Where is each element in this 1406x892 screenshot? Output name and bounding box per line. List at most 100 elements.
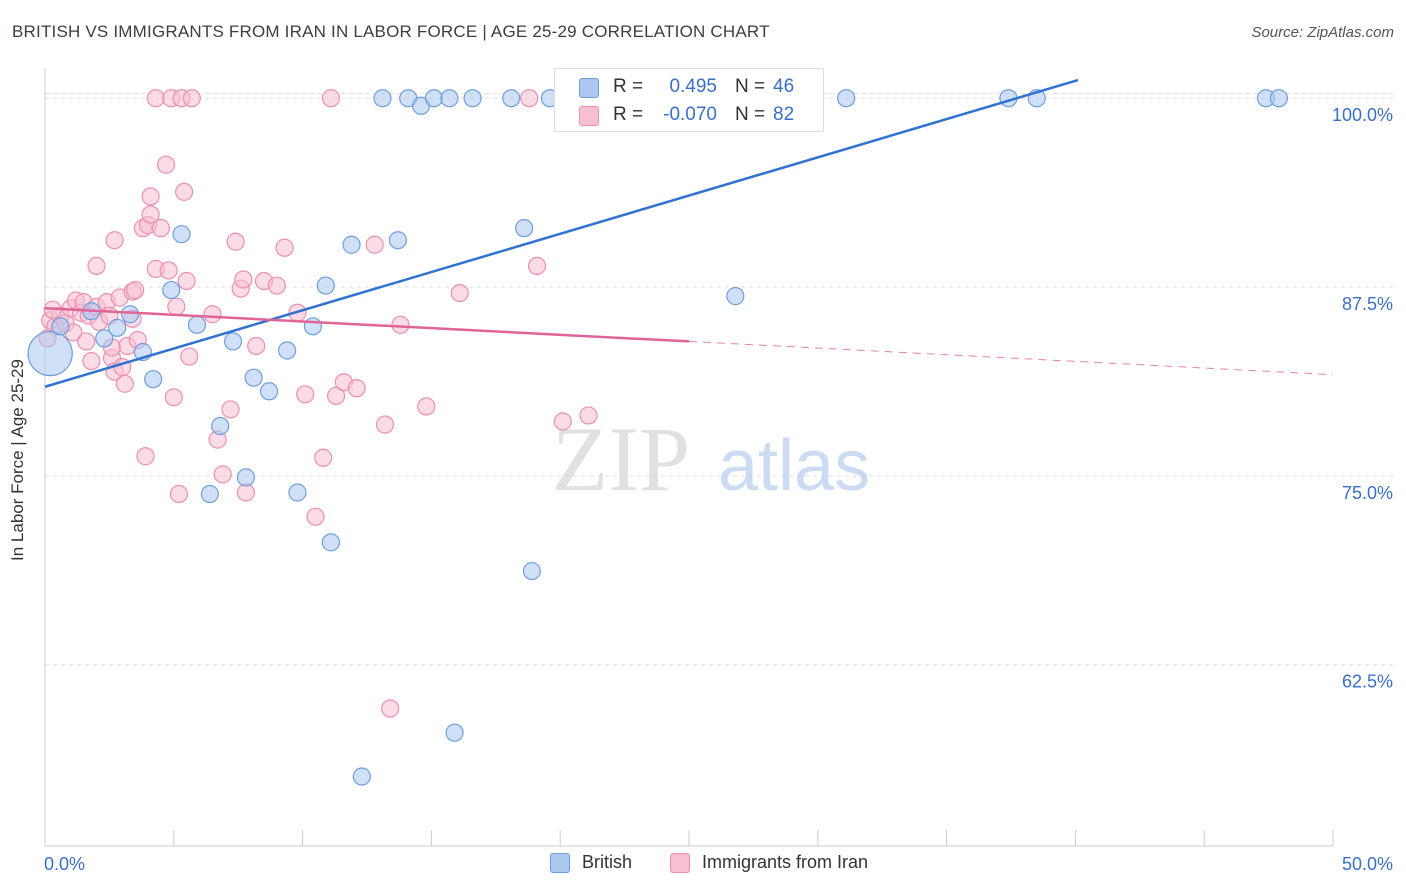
iran-point[interactable] — [87, 256, 106, 275]
iran-point[interactable] — [553, 412, 572, 431]
british-point[interactable] — [51, 317, 70, 336]
british-point[interactable] — [316, 276, 335, 295]
watermark-atlas: atlas — [718, 426, 870, 506]
iran-point[interactable] — [141, 187, 160, 206]
iran-trend-line — [44, 306, 690, 343]
british-point[interactable] — [321, 533, 341, 552]
iran-point[interactable] — [579, 406, 598, 425]
british-point[interactable] — [463, 89, 482, 108]
iran-point[interactable] — [247, 336, 266, 356]
british-point[interactable] — [515, 219, 534, 238]
british-point[interactable] — [726, 287, 745, 306]
iran-point[interactable] — [236, 483, 256, 502]
r-label: R = — [613, 104, 644, 125]
legend-item-iran[interactable]: Immigrants from Iran — [670, 852, 868, 873]
iran-point[interactable] — [177, 271, 196, 291]
iran-point[interactable] — [391, 315, 410, 334]
iran-point[interactable] — [156, 155, 176, 174]
n-value: 46 — [773, 76, 795, 97]
iran-point[interactable] — [164, 388, 183, 407]
british-point[interactable] — [120, 305, 140, 324]
british-point[interactable] — [95, 329, 114, 348]
british-trend-line — [44, 78, 1079, 388]
british-point[interactable] — [440, 89, 459, 108]
iran-point[interactable] — [146, 89, 165, 108]
iran-point[interactable] — [365, 235, 384, 254]
iran-point[interactable] — [417, 397, 436, 416]
iran-point[interactable] — [82, 351, 101, 371]
iran-point[interactable] — [136, 447, 155, 466]
x-tick-label-max: 50.0% — [1342, 854, 1393, 874]
iran-point[interactable] — [77, 332, 96, 351]
iran-point[interactable] — [159, 261, 178, 280]
iran-point[interactable] — [450, 283, 469, 303]
iran-point[interactable] — [115, 374, 134, 393]
british-point[interactable] — [244, 368, 263, 387]
iran-point[interactable] — [175, 182, 194, 201]
british-point[interactable] — [162, 280, 181, 300]
stats-legend: R = 0.495 N = 46 R = -0.070 N = 82 — [554, 68, 824, 132]
iran-point[interactable] — [275, 238, 294, 257]
iran-point[interactable] — [151, 219, 171, 238]
iran-point[interactable] — [169, 484, 189, 504]
iran-point[interactable] — [375, 415, 395, 434]
iran-point[interactable] — [381, 699, 400, 718]
legend-item-british[interactable]: British — [550, 852, 632, 873]
iran-point[interactable] — [221, 400, 240, 419]
british-point[interactable] — [278, 341, 297, 360]
n-value: 82 — [773, 104, 795, 125]
iran-point[interactable] — [141, 205, 160, 224]
iran-point[interactable] — [226, 232, 245, 251]
x-tick-label-min: 0.0% — [44, 854, 85, 874]
british-point[interactable] — [144, 370, 163, 389]
british-point[interactable] — [445, 723, 464, 742]
british-point[interactable] — [522, 561, 541, 581]
british-point[interactable] — [424, 89, 444, 108]
iran-point[interactable] — [347, 379, 366, 398]
british-point[interactable] — [502, 89, 521, 108]
y-tick-label: 75.0% — [1342, 483, 1393, 503]
british-point[interactable] — [288, 483, 307, 502]
british-point[interactable] — [837, 89, 856, 108]
iran-point[interactable] — [306, 507, 325, 526]
legend-label-iran: Immigrants from Iran — [702, 852, 869, 872]
stats-row-british: R = 0.495 N = 46 — [555, 73, 823, 101]
r-label: R = — [613, 76, 644, 97]
british-point[interactable] — [172, 225, 191, 244]
british-point[interactable] — [223, 332, 243, 351]
iran-point[interactable] — [234, 270, 253, 289]
british-point[interactable] — [211, 416, 230, 436]
british-point[interactable] — [236, 468, 256, 487]
iran-point[interactable] — [321, 89, 341, 108]
iran-point[interactable] — [105, 231, 124, 250]
stats-row-iran: R = -0.070 N = 82 — [555, 101, 823, 129]
british-point[interactable] — [388, 231, 408, 250]
iran-point[interactable] — [520, 89, 539, 108]
british-point[interactable] — [27, 330, 73, 377]
british-point[interactable] — [303, 317, 323, 336]
british-point[interactable] — [260, 382, 279, 401]
british-point[interactable] — [1269, 89, 1289, 108]
iran-point[interactable] — [182, 89, 201, 108]
iran-point[interactable] — [203, 305, 222, 324]
iran-point[interactable] — [296, 385, 315, 404]
british-point[interactable] — [187, 315, 207, 334]
iran-point[interactable] — [126, 280, 145, 300]
iran-point[interactable] — [314, 448, 333, 467]
british-point[interactable] — [342, 235, 361, 254]
british-point[interactable] — [373, 89, 392, 108]
iran-point[interactable] — [527, 256, 547, 275]
iran-point[interactable] — [326, 386, 346, 405]
british-point[interactable] — [108, 318, 127, 337]
iran-point[interactable] — [213, 465, 232, 484]
british-point[interactable] — [352, 767, 371, 786]
iran-point[interactable] — [167, 297, 186, 316]
british-legend-swatch — [550, 852, 570, 873]
watermark-zip: ZIP — [552, 408, 690, 510]
iran-point[interactable] — [180, 347, 199, 366]
r-value: 0.495 — [669, 76, 717, 97]
iran-point[interactable] — [267, 276, 286, 295]
n-label: N = — [735, 104, 766, 125]
british-point[interactable] — [200, 484, 219, 504]
